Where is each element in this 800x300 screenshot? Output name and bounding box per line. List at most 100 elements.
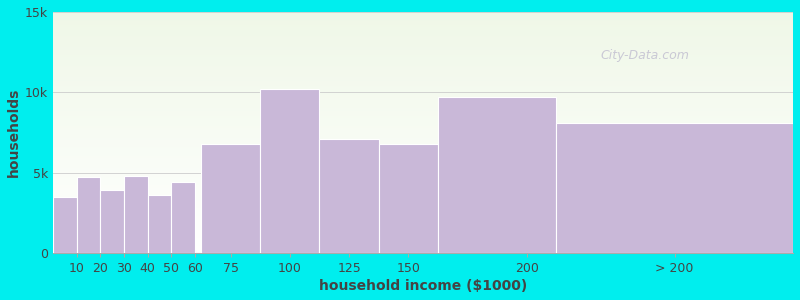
Bar [53,252,793,253]
Bar [53,27,793,28]
Bar [260,89,319,253]
Bar [53,73,793,74]
Bar [53,168,793,169]
Bar [53,203,793,204]
Bar [53,29,793,30]
Bar [53,209,793,210]
Bar [53,185,793,186]
Bar [53,223,793,224]
Bar [53,200,793,201]
Bar [53,120,793,121]
Bar [53,242,793,243]
Bar [53,238,793,239]
Bar [53,174,793,175]
Bar [53,115,793,116]
Bar [101,190,124,253]
Bar [53,214,793,215]
Bar [53,34,793,35]
Bar [53,109,793,110]
Bar [53,212,793,213]
Bar [53,225,793,226]
Bar [53,16,793,17]
Bar [53,166,793,167]
Bar [53,184,793,185]
Bar [53,204,793,205]
Bar [53,207,793,208]
Bar [53,77,793,78]
Bar [53,167,793,168]
Bar [53,140,793,141]
Bar [53,175,793,176]
Bar [53,131,793,132]
Bar [53,64,793,65]
Bar [53,99,793,100]
Bar [53,236,793,237]
Bar [53,100,793,101]
Bar [53,211,793,212]
Bar [53,124,793,125]
Bar [53,233,793,234]
Bar [53,133,793,134]
Bar [53,157,793,158]
Bar [53,94,793,95]
Bar [53,155,793,156]
Bar [53,54,793,55]
Bar [53,56,793,57]
Bar [53,119,793,120]
Bar [53,196,77,253]
Bar [53,82,793,83]
Bar [53,180,793,181]
Bar [53,17,793,18]
Bar [53,147,793,148]
Bar [53,152,793,153]
Bar [53,48,793,49]
Bar [53,60,793,61]
Bar [53,32,793,33]
Bar [53,30,793,31]
Bar [53,142,793,143]
Bar [53,221,793,222]
Bar [53,239,793,240]
Bar [53,210,793,211]
Bar [53,71,793,72]
Bar [53,146,793,147]
Bar [53,41,793,42]
Bar [53,198,793,199]
Bar [53,230,793,231]
Bar [53,202,793,203]
Bar [53,63,793,64]
Bar [53,40,793,41]
Bar [53,22,793,23]
Bar [53,24,793,25]
Bar [53,154,793,155]
Bar [53,150,793,151]
Bar [53,31,793,32]
Bar [53,101,793,102]
Bar [53,35,793,36]
Bar [53,208,793,209]
Bar [53,138,793,139]
Bar [53,113,793,114]
Bar [53,158,793,159]
Bar [53,121,793,122]
Bar [53,171,793,172]
Bar [53,116,793,117]
Bar [53,153,793,154]
Bar [53,122,793,123]
Bar [53,194,793,195]
Bar [53,92,793,93]
Bar [53,13,793,14]
Bar [53,47,793,48]
Bar [53,173,793,174]
Bar [53,130,793,131]
Bar [438,97,556,253]
Bar [53,25,793,26]
Bar [53,28,793,29]
Bar [53,195,793,196]
Bar [53,181,793,182]
Bar [53,108,793,109]
Bar [53,190,793,191]
Bar [53,72,793,73]
Bar [53,199,793,200]
Bar [53,97,793,98]
